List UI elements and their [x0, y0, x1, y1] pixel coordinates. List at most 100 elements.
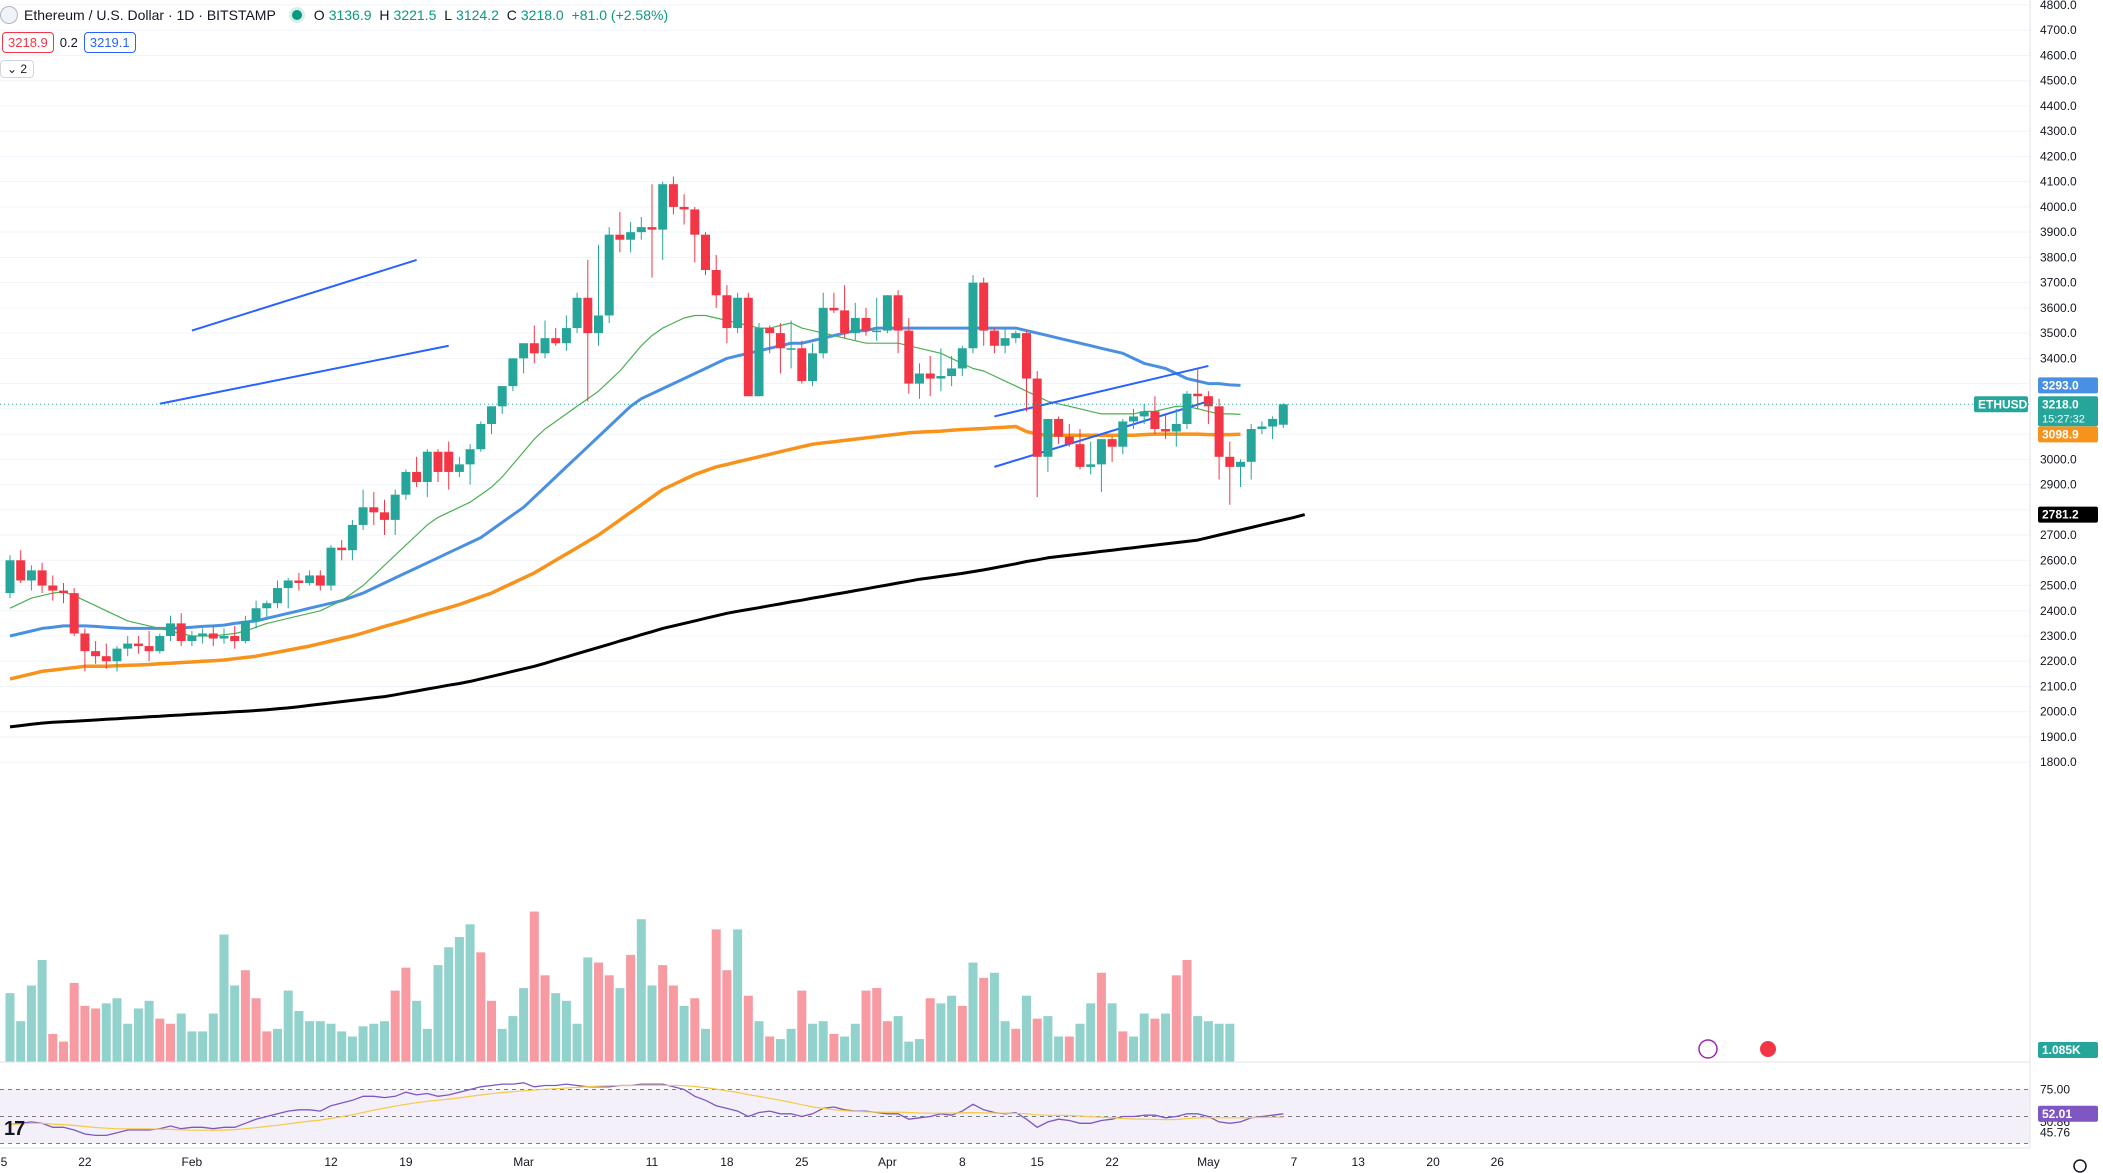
candle-body — [251, 608, 261, 621]
trade-price-row: 3218.9 0.2 3219.1 — [2, 32, 142, 53]
candle-body — [444, 451, 454, 472]
ma100-price-tag-bg — [2038, 426, 2098, 443]
candle-body — [668, 184, 678, 207]
volume-bar — [765, 1036, 775, 1062]
volume-bar — [808, 1023, 817, 1062]
volume-bar — [1054, 1036, 1064, 1062]
candle-body — [594, 315, 603, 334]
volume-bar — [647, 985, 657, 1062]
volume-bar — [893, 1016, 903, 1062]
price-tick-label: 3600.0 — [2040, 301, 2077, 315]
ohlc-readout: O 3136.9 H 3221.5 L 3124.2 C 3218.0 +81.0 (+… — [314, 7, 672, 23]
candle-body — [1129, 416, 1138, 422]
candle-body — [326, 547, 336, 586]
price-tick-label: 3800.0 — [2040, 250, 2077, 264]
candle-body — [529, 343, 539, 354]
time-tick-label: 26 — [1491, 1155, 1505, 1169]
volume-bar — [5, 993, 15, 1062]
candle-body — [925, 373, 935, 379]
candle-body — [347, 524, 357, 551]
price-tick-label: 2500.0 — [2040, 579, 2077, 593]
candle-body — [701, 234, 710, 271]
volume-bar — [497, 1028, 507, 1062]
candle-body — [1214, 406, 1224, 457]
time-tick-label: 25 — [795, 1155, 809, 1169]
candle-body — [294, 580, 304, 583]
candle-body — [198, 633, 208, 636]
candle-body — [647, 227, 657, 230]
candle-body — [283, 580, 293, 589]
volume-bar — [626, 954, 636, 1062]
candle-body — [1011, 333, 1021, 339]
candle-body — [133, 643, 143, 647]
volume-bar — [433, 965, 443, 1062]
volume-bar — [337, 1031, 347, 1062]
volume-bar — [112, 998, 122, 1062]
candle-body — [166, 623, 175, 636]
open-label: O — [313, 7, 325, 23]
candle-body — [337, 547, 347, 551]
volume-bar — [1043, 1016, 1053, 1062]
candle-body — [1022, 333, 1031, 379]
candle-body — [508, 358, 518, 387]
volume-bar — [840, 1036, 850, 1062]
last-price-bg — [2038, 396, 2098, 427]
price-tick-label: 4300.0 — [2040, 124, 2077, 138]
indicators-collapse-button[interactable]: ⌄ 2 — [0, 60, 35, 78]
symbol-title[interactable]: Ethereum / U.S. Dollar · 1D · BITSTAMP — [24, 7, 276, 23]
candle-body — [1054, 418, 1064, 437]
candle-body — [433, 451, 443, 472]
candle-body — [626, 232, 636, 240]
candle-body — [1203, 396, 1213, 407]
volume-bar — [240, 970, 250, 1062]
volume-bar — [155, 1018, 165, 1062]
sell-price-button[interactable]: 3218.9 — [2, 32, 54, 53]
ma100-price-tag-text: 3098.9 — [2042, 427, 2079, 441]
market-status-icon — [291, 10, 302, 20]
candle-body — [144, 646, 154, 652]
candle-body — [112, 648, 122, 662]
volume-bar — [701, 1028, 710, 1062]
candle-body — [230, 636, 240, 642]
volume-bar — [818, 1021, 828, 1062]
candle-body — [1257, 426, 1267, 430]
volume-bar — [166, 1023, 175, 1062]
volume-bar — [1150, 1018, 1160, 1062]
candle-body — [5, 560, 15, 594]
event-flash-icon — [1698, 1039, 1718, 1059]
volume-bar — [444, 947, 454, 1062]
ma50-line — [9, 326, 1241, 638]
indicator-count: 2 — [20, 62, 28, 76]
volume-bar — [390, 990, 400, 1062]
volume-bar — [273, 1028, 282, 1062]
ma100-price-tag: 3098.9 — [2038, 426, 2098, 443]
price-tick-label: 3500.0 — [2040, 326, 2077, 340]
candle-body — [80, 633, 90, 652]
volume-bar — [454, 937, 464, 1062]
candle-body — [315, 575, 325, 586]
candle-body — [722, 295, 732, 329]
rsi-line — [9, 1082, 1284, 1137]
tradingview-logo[interactable]: 17 — [4, 1118, 25, 1140]
candle-body — [1236, 461, 1245, 467]
volume-bar — [16, 1021, 26, 1062]
candle-body — [187, 636, 197, 642]
volume-bar — [48, 1033, 58, 1062]
volume-bar — [230, 985, 240, 1062]
volume-value-tag: 1.085K — [2038, 1042, 2098, 1058]
volume-bar — [636, 919, 646, 1062]
volume-bar — [465, 924, 475, 1062]
volume-bar — [1075, 1023, 1085, 1062]
candle-body — [882, 295, 892, 331]
volume-bar — [369, 1023, 379, 1062]
candle-body — [583, 297, 593, 334]
volume-bar — [422, 1028, 432, 1062]
buy-price-button[interactable]: 3219.1 — [83, 32, 136, 53]
rsi-tick-label: 45.76 — [2040, 1126, 2070, 1140]
last-price-text: 3218.0 — [2042, 397, 2079, 411]
volume-bar — [380, 1021, 389, 1062]
candle-body — [1150, 411, 1160, 430]
volume-bar — [797, 990, 807, 1062]
volume-bar — [476, 952, 486, 1062]
